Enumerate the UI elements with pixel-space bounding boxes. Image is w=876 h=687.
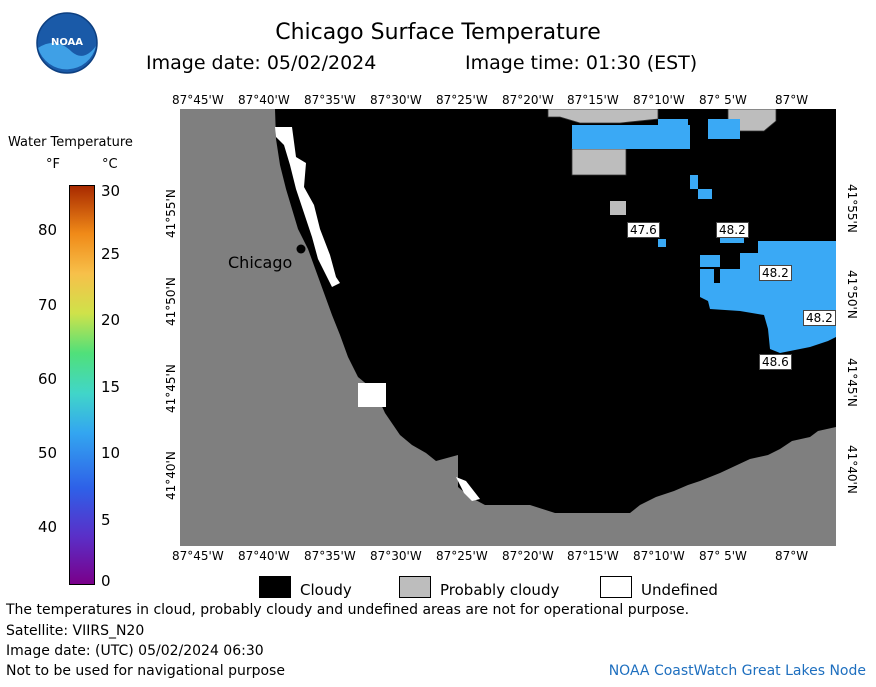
- lon-label: 87°40'W: [238, 93, 290, 107]
- c-tick: 20: [101, 311, 121, 329]
- lat-label: 41°50'N: [845, 270, 859, 319]
- probably-cloudy-area: [547, 109, 659, 124]
- lon-label: 87° 5'W: [699, 93, 747, 107]
- lon-label: 87° 5'W: [699, 549, 747, 563]
- lon-label: 87°30'W: [370, 93, 422, 107]
- legend-probably-cloudy-swatch: [399, 576, 431, 598]
- undefined-area: [456, 477, 480, 501]
- temp-label: 48.6: [759, 354, 792, 370]
- lon-label: 87°25'W: [436, 549, 488, 563]
- lat-label: 41°55'N: [164, 189, 178, 238]
- lat-label: 41°50'N: [164, 277, 178, 326]
- legend-probably-cloudy-label: Probably cloudy: [440, 581, 560, 599]
- lon-label: 87°35'W: [304, 93, 356, 107]
- footer-utc-date: Image date: (UTC) 05/02/2024 06:30: [6, 643, 264, 659]
- lon-label: 87°W: [775, 93, 809, 107]
- undefined-area: [275, 127, 340, 287]
- temp-label: 48.2: [759, 265, 792, 281]
- lat-label: 41°40'N: [845, 445, 859, 494]
- lon-label: 87°40'W: [238, 549, 290, 563]
- lon-label: 87°W: [775, 549, 809, 563]
- lat-label: 41°45'N: [164, 364, 178, 413]
- c-tick: 0: [101, 572, 111, 590]
- lon-label: 87°15'W: [567, 93, 619, 107]
- temp-label: 47.6: [627, 222, 660, 238]
- lat-label: 41°55'N: [845, 184, 859, 233]
- legend-undefined-label: Undefined: [641, 581, 718, 599]
- f-tick: 70: [38, 296, 58, 314]
- noaa-logo: NOAA: [36, 12, 98, 74]
- f-tick: 40: [38, 518, 58, 536]
- undefined-area: [358, 383, 386, 407]
- lon-label: 87°35'W: [304, 549, 356, 563]
- lon-label: 87°15'W: [567, 549, 619, 563]
- logo-text: NOAA: [51, 37, 83, 48]
- lon-label: 87°10'W: [633, 93, 685, 107]
- image-time: Image time: 01:30 (EST): [465, 52, 698, 74]
- lon-label: 87°20'W: [502, 549, 554, 563]
- c-tick: 15: [101, 378, 121, 396]
- legend-cloudy-label: Cloudy: [300, 581, 352, 599]
- temp-label: 48.2: [803, 310, 836, 326]
- f-tick: 60: [38, 370, 58, 388]
- c-tick: 30: [101, 182, 121, 200]
- map-image: [180, 109, 836, 546]
- water-temperature-area: [572, 119, 836, 353]
- lat-label: 41°45'N: [845, 358, 859, 407]
- lon-label: 87°25'W: [436, 93, 488, 107]
- f-tick: 80: [38, 221, 58, 239]
- city-label: Chicago: [228, 253, 293, 272]
- footer-nav-warning: Not to be used for navigational purpose: [6, 663, 285, 679]
- image-date: Image date: 05/02/2024: [146, 52, 377, 74]
- lon-label: 87°45'W: [172, 93, 224, 107]
- lon-label: 87°20'W: [502, 93, 554, 107]
- page-title: Chicago Surface Temperature: [275, 20, 601, 45]
- legend-undefined-swatch: [600, 576, 632, 598]
- f-tick: 50: [38, 444, 58, 462]
- c-tick: 10: [101, 444, 121, 462]
- c-tick: 5: [101, 511, 111, 529]
- colorbar-unit-f: °F: [46, 157, 60, 172]
- lat-label: 41°40'N: [164, 451, 178, 500]
- probably-cloudy-area: [571, 148, 627, 176]
- cloud-area: [275, 109, 836, 513]
- colorbar-title: Water Temperature: [8, 135, 133, 150]
- footer-note: The temperatures in cloud, probably clou…: [6, 602, 690, 618]
- c-tick: 25: [101, 245, 121, 263]
- probably-cloudy-area: [610, 201, 626, 215]
- temp-label: 48.2: [716, 222, 749, 238]
- chicago-marker: [296, 244, 306, 254]
- footer-credit: NOAA CoastWatch Great Lakes Node: [608, 663, 866, 679]
- colorbar: [69, 185, 95, 585]
- legend-cloudy-swatch: [259, 576, 291, 598]
- lon-label: 87°45'W: [172, 549, 224, 563]
- lon-label: 87°10'W: [633, 549, 685, 563]
- colorbar-unit-c: °C: [102, 157, 118, 172]
- footer-satellite: Satellite: VIIRS_N20: [6, 623, 145, 639]
- lon-label: 87°30'W: [370, 549, 422, 563]
